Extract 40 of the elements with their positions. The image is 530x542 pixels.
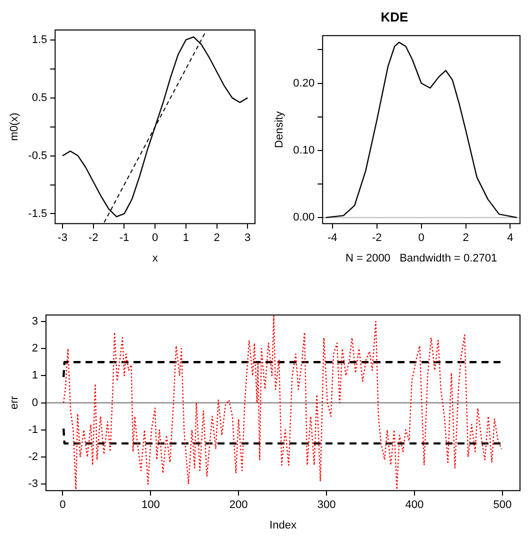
x-tick-label: 3 <box>244 232 251 244</box>
x-tick-label: 4 <box>507 232 514 244</box>
x-tick-label: 2 <box>462 232 469 244</box>
y-tick-label: -3 <box>28 478 38 490</box>
x-axis-title: Index <box>270 519 297 532</box>
y-tick-label: 0.00 <box>293 212 315 224</box>
x-tick-label: -2 <box>372 232 382 244</box>
y-tick-label: 0 <box>32 396 38 409</box>
y-tick-label: 0.5 <box>32 92 48 104</box>
x-tick-label: 100 <box>141 499 160 512</box>
y-axis-title: m0(x) <box>8 112 21 141</box>
line-series <box>62 315 502 490</box>
x-tick-label: 0 <box>418 232 424 244</box>
y-tick-label: -0.5 <box>28 150 48 162</box>
x-tick-label: 400 <box>405 499 424 512</box>
x-tick-label: 0 <box>152 232 158 244</box>
y-tick-label: 0.10 <box>293 144 315 156</box>
y-tick-label: 0.20 <box>293 77 315 90</box>
y-tick-label: 3 <box>32 316 38 328</box>
y-tick-label: -2 <box>28 451 38 464</box>
y-tick-label: 1 <box>32 370 38 382</box>
y-tick-label: -1.5 <box>28 208 48 220</box>
y-tick-label: 2 <box>32 342 38 355</box>
x-tick-label: 500 <box>493 499 512 512</box>
x-tick-label: 0 <box>60 499 66 512</box>
x-axis-title: N = 2000 Bandwidth = 0.2701 <box>345 252 498 264</box>
x-tick-label: -4 <box>328 232 338 244</box>
x-tick-label: 200 <box>229 499 248 512</box>
y-axis-title: err <box>8 396 21 410</box>
chart-title: KDE <box>380 9 409 24</box>
x-tick-label: 1 <box>182 232 189 244</box>
x-tick-label: -1 <box>119 232 130 244</box>
x-axis-title: x <box>152 252 158 264</box>
y-tick-label: 1.5 <box>32 34 48 46</box>
x-tick-label: 2 <box>214 232 220 244</box>
x-tick-label: -3 <box>58 232 68 244</box>
y-axis-title: Density <box>274 110 286 148</box>
x-tick-label: -2 <box>88 232 98 244</box>
y-tick-label: -1 <box>28 424 38 436</box>
x-tick-label: 300 <box>317 499 336 512</box>
